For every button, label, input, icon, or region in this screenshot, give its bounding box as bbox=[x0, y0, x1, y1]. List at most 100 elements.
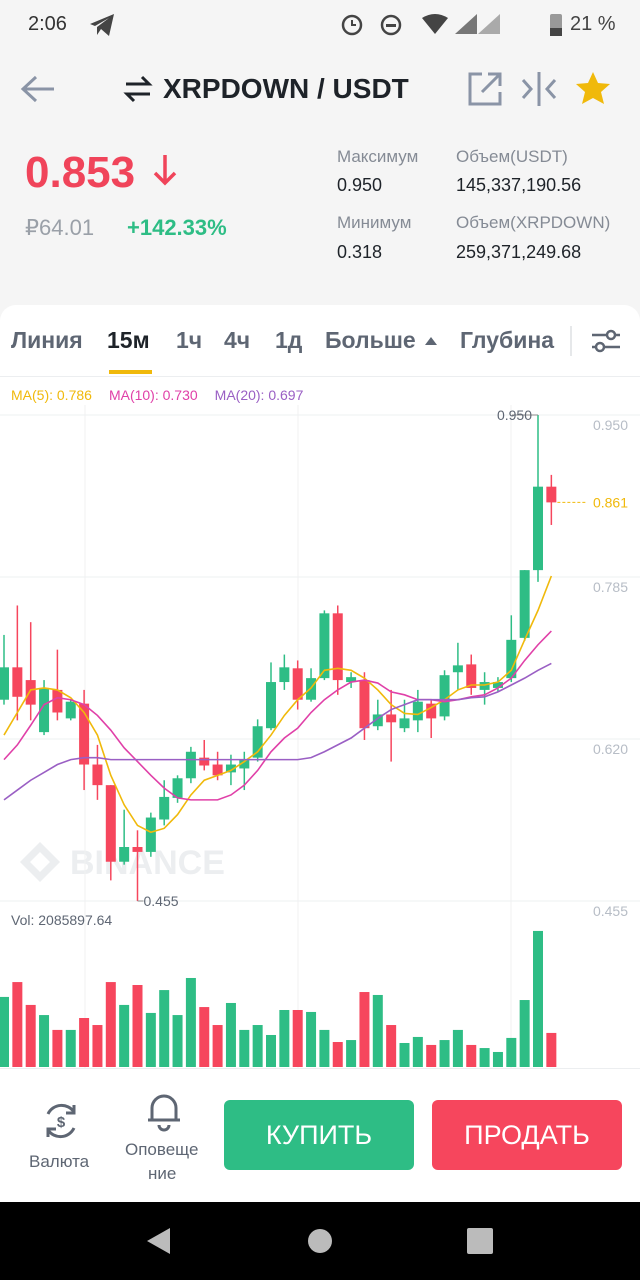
compare-button[interactable] bbox=[519, 70, 559, 108]
candle-body bbox=[145, 817, 156, 852]
volume-label: Vol: 2085897.64 bbox=[11, 912, 112, 928]
stat-value: 145,337,190.56 bbox=[456, 175, 582, 195]
volume-bar bbox=[372, 994, 383, 1067]
stat-label: Объем(USDT) bbox=[456, 147, 568, 166]
nav-recents[interactable] bbox=[467, 1228, 493, 1254]
ma-line bbox=[3, 662, 552, 801]
candle-body bbox=[412, 701, 423, 721]
stat-label: Минимум bbox=[337, 213, 412, 232]
alert-icon[interactable] bbox=[144, 1090, 184, 1132]
candle-body bbox=[212, 764, 223, 776]
candle-body bbox=[519, 570, 530, 638]
candle-body bbox=[225, 764, 236, 773]
stat-value: 0.950 bbox=[337, 175, 383, 195]
timeframe-tab[interactable]: 1ч bbox=[176, 327, 203, 353]
svg-text:$: $ bbox=[57, 1114, 66, 1131]
candle-body bbox=[92, 764, 103, 786]
last-price: 0.853 bbox=[25, 148, 136, 197]
status-time: 2:06 bbox=[28, 13, 67, 35]
volume-bar bbox=[319, 1029, 330, 1067]
candle-body bbox=[533, 486, 543, 571]
candle-body bbox=[65, 701, 76, 719]
stat-value: 0.318 bbox=[337, 242, 383, 262]
volume-bar bbox=[212, 1025, 223, 1067]
timeframe-tab[interactable]: 1д bbox=[275, 327, 303, 353]
y-tick-label: 0.785 bbox=[593, 579, 628, 595]
volume-bar bbox=[452, 1029, 463, 1067]
volume-bar bbox=[39, 1015, 50, 1067]
candle-body bbox=[79, 703, 90, 765]
volume-bar bbox=[292, 1009, 303, 1067]
nav-back[interactable] bbox=[147, 1228, 170, 1254]
volume-bar bbox=[519, 1000, 530, 1067]
volume-bar bbox=[332, 1042, 343, 1067]
status-icons bbox=[341, 14, 562, 36]
currency-label[interactable]: Валюта bbox=[29, 1152, 90, 1171]
candle-body bbox=[319, 613, 330, 679]
volume-bar bbox=[25, 1004, 36, 1067]
fiat-price: ₽64.01 bbox=[25, 215, 95, 240]
candle-body bbox=[359, 680, 370, 729]
timeframe-tab[interactable]: 4ч bbox=[224, 327, 251, 353]
candle-body bbox=[132, 847, 143, 852]
alert-label[interactable]: Оповеще bbox=[125, 1140, 199, 1159]
tab-divider bbox=[570, 326, 572, 356]
favorite-star[interactable] bbox=[574, 70, 612, 106]
low-label: 0.455 bbox=[144, 893, 179, 909]
candle-body bbox=[239, 759, 250, 769]
currency-icon[interactable]: $ bbox=[40, 1100, 82, 1142]
timeframe-tab[interactable]: 15м bbox=[107, 327, 150, 353]
volume-bar bbox=[426, 1044, 437, 1067]
chart-settings[interactable] bbox=[589, 326, 623, 356]
volume-bar bbox=[399, 1042, 410, 1067]
volume-bar bbox=[105, 982, 116, 1067]
timeframe-tab[interactable]: Линия bbox=[11, 327, 83, 353]
volume-bar bbox=[65, 1029, 76, 1067]
telegram-icon bbox=[90, 14, 114, 36]
candle-body bbox=[39, 687, 50, 733]
volume-bar bbox=[546, 1032, 557, 1067]
candle-body bbox=[399, 718, 410, 729]
timeframe-tab[interactable]: Глубина bbox=[460, 327, 555, 353]
candle-body bbox=[492, 682, 503, 688]
ma-legend: MA(20): 0.697 bbox=[215, 387, 304, 403]
volume-bar bbox=[0, 996, 9, 1067]
stat-label: Максимум bbox=[337, 147, 419, 166]
candle-body bbox=[266, 682, 276, 729]
candle-body bbox=[332, 613, 343, 681]
candle-body bbox=[466, 664, 477, 688]
nav-home[interactable] bbox=[308, 1229, 332, 1253]
stat-value: 259,371,249.68 bbox=[456, 242, 582, 262]
back-button[interactable] bbox=[18, 72, 58, 106]
battery-text: 21 % bbox=[570, 13, 616, 35]
volume-bar bbox=[119, 1004, 130, 1067]
sell-button[interactable]: ПРОДАТЬ bbox=[432, 1100, 622, 1170]
volume-bar bbox=[479, 1048, 490, 1067]
candle-body bbox=[452, 665, 463, 673]
ma-line bbox=[3, 575, 553, 834]
candle-body bbox=[292, 668, 303, 700]
timeframe-tab[interactable]: Больше bbox=[325, 327, 416, 353]
candle-body bbox=[0, 667, 9, 700]
candle-body bbox=[506, 639, 517, 679]
volume-bar bbox=[346, 1040, 357, 1067]
volume-bar bbox=[239, 1029, 250, 1067]
candle-body bbox=[119, 847, 130, 862]
candle-body bbox=[439, 675, 450, 717]
volume-bar bbox=[225, 1002, 236, 1067]
candle-body bbox=[546, 486, 557, 503]
volume-bar bbox=[466, 1044, 477, 1067]
share-button[interactable] bbox=[466, 70, 504, 108]
alert-label[interactable]: ние bbox=[148, 1164, 177, 1183]
nav-bar bbox=[0, 1202, 640, 1280]
candle-body bbox=[386, 714, 397, 723]
candle-body bbox=[199, 757, 210, 766]
y-tick-label: 0.455 bbox=[593, 903, 628, 919]
volume-bar bbox=[266, 1034, 276, 1067]
candle-body bbox=[346, 677, 357, 683]
swap-icon[interactable] bbox=[122, 74, 154, 104]
candle-body bbox=[426, 703, 437, 719]
buy-button[interactable]: КУПИТЬ bbox=[224, 1100, 414, 1170]
candle-body bbox=[25, 680, 36, 705]
